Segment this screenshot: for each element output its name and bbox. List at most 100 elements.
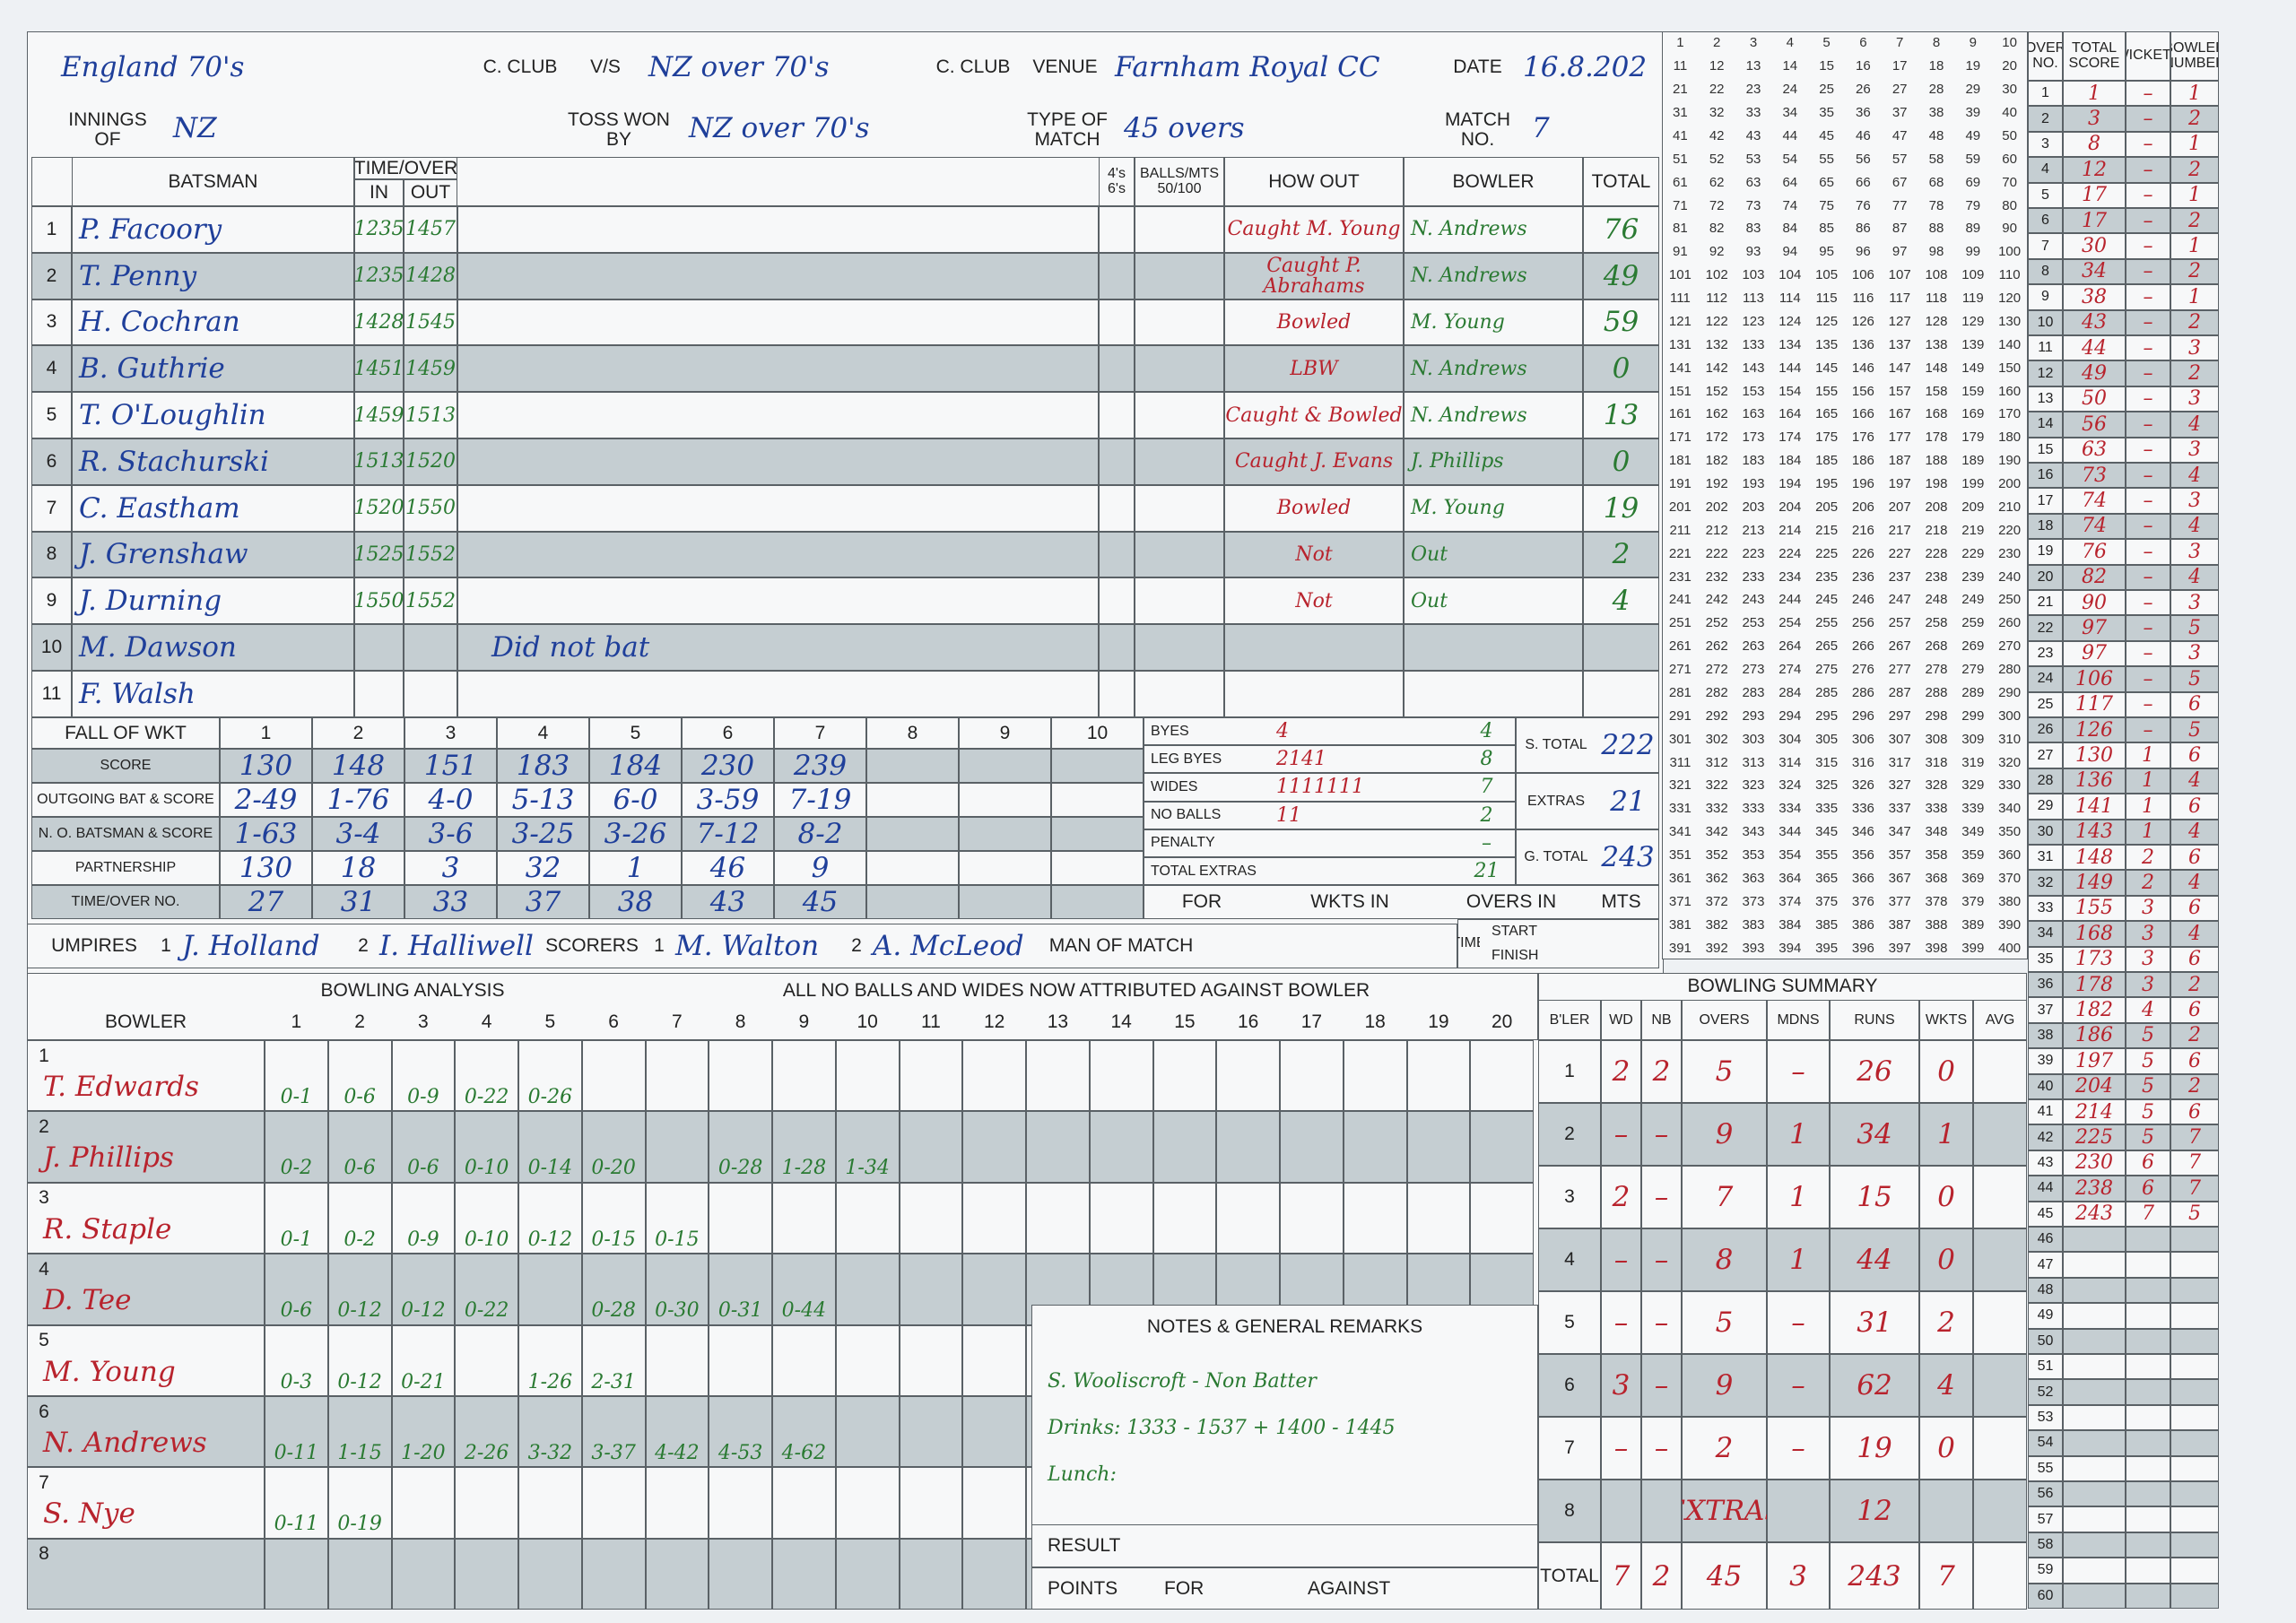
summary-cell: [1767, 1542, 1830, 1610]
tally-number: 161: [1668, 406, 1692, 422]
over-table-bowler: 2: [2188, 1024, 2201, 1047]
over-table-cell: [2028, 615, 2063, 641]
tally-number: 171: [1668, 430, 1692, 446]
fow-value: 1: [626, 852, 645, 884]
tally-number: 245: [1815, 592, 1839, 608]
tally-number: 61: [1673, 174, 1688, 190]
over-figure: 0-6: [344, 1085, 376, 1108]
over-table-bowler: 4: [2188, 515, 2201, 538]
over-cell: [265, 1467, 328, 1539]
tally-number: 311: [1669, 754, 1692, 770]
fow-cell: [866, 851, 959, 885]
tally-number: 250: [1998, 592, 2022, 608]
fow-wicket: 5: [589, 717, 682, 749]
over-table-over: 25: [2037, 696, 2054, 712]
over-table-cell: [2170, 1073, 2219, 1099]
fow-cell: [682, 885, 774, 919]
tally-number: 108: [1925, 267, 1948, 283]
tally-number: 57: [1892, 151, 1908, 167]
summary-cell: [1973, 1480, 2027, 1542]
tally-number: 135: [1815, 336, 1839, 352]
fow-label: SCORE: [31, 749, 220, 783]
over-cell: [645, 1040, 709, 1112]
tally-number: 24: [1782, 82, 1798, 98]
batting-cell: [1099, 531, 1135, 578]
summary-cell: [1767, 1480, 1830, 1542]
fow-cell: [682, 749, 774, 783]
over-cell: [645, 1324, 709, 1396]
over-table-cell: [2126, 81, 2170, 107]
over-table-score: 30: [2082, 235, 2107, 258]
batting-header: BALLS/MTS 50/100: [1135, 157, 1224, 206]
fow-value: 7-19: [788, 784, 852, 816]
summary-mdns: 1: [1789, 1118, 1807, 1150]
umpire1: J. Holland: [182, 930, 320, 962]
over-table-bowler: 3: [2188, 438, 2201, 462]
innings-label: INNINGS OF: [68, 108, 147, 150]
over-table-cell: [2063, 972, 2126, 998]
over-cell: [962, 1467, 1026, 1539]
batsman-number: 8: [46, 543, 57, 565]
tally-number: 318: [1925, 754, 1948, 770]
over-table-over: 45: [2037, 1205, 2054, 1221]
batting-cell: [1099, 392, 1135, 438]
over-cell: [1152, 1182, 1217, 1254]
over-table-score: 149: [2075, 872, 2113, 895]
tally-number: 240: [1998, 568, 2022, 585]
over-table-cell: [2170, 1277, 2219, 1304]
over-figure: 0-15: [655, 1228, 700, 1251]
batting-cell: [457, 531, 1099, 578]
tally-number: 165: [1815, 406, 1839, 422]
over-table-score: 63: [2082, 438, 2107, 462]
tally-number: 374: [1779, 893, 1802, 909]
tally-number: 25: [1819, 82, 1834, 98]
type: 45 overs: [1124, 111, 1245, 144]
over-table-cell: [2170, 870, 2219, 896]
over-figure: 0-1: [280, 1085, 313, 1108]
tally-number: 258: [1925, 615, 1948, 631]
extras-label: TOTAL EXTRAS: [1151, 863, 1257, 879]
extras-footer: MTS: [1601, 891, 1641, 912]
scorers-label: SCORERS: [545, 935, 639, 956]
over-table-cell: [2028, 1481, 2063, 1507]
tally-number: 97: [1892, 244, 1908, 260]
tally-number: 365: [1815, 870, 1839, 886]
over-cell: [1343, 1040, 1407, 1112]
tally-number: 9: [1969, 35, 1977, 51]
over-cell: [518, 1324, 582, 1396]
extras-value: 8: [1480, 748, 1493, 771]
tally-number: 32: [1709, 105, 1725, 121]
over-cell: [1280, 1111, 1344, 1183]
batting-cell: [404, 484, 457, 532]
how-out: Not: [1295, 542, 1333, 566]
summary-cell: [1830, 1291, 1919, 1354]
tally-number: 246: [1851, 592, 1874, 608]
batsman-number: 1: [46, 218, 57, 239]
fow-wicket: 6: [682, 717, 774, 749]
result-row: [1031, 1524, 1538, 1567]
batting-cell: [404, 577, 457, 625]
tally-number: 158: [1925, 383, 1948, 399]
summary-runs: 31: [1857, 1306, 1892, 1339]
over-cell: [962, 1111, 1026, 1183]
over-cell: [581, 1111, 646, 1183]
time-in: 1513: [354, 450, 404, 473]
tally-number: 148: [1925, 360, 1948, 376]
over-table-wkts: 2: [2142, 872, 2154, 895]
batsman-number: 9: [46, 590, 57, 612]
over-table-score: 106: [2075, 667, 2113, 690]
over-table-bowler: 2: [2188, 973, 2201, 996]
summary-mdns: 3: [1789, 1559, 1807, 1593]
tally-number: 166: [1851, 406, 1874, 422]
over-table-cell: [2063, 1506, 2126, 1532]
over-figure: 0-1: [280, 1228, 313, 1251]
over-table-cell: [2126, 946, 2170, 972]
tally-number: 193: [1742, 476, 1765, 492]
over-table-cell: [2028, 1201, 2063, 1227]
over-table-over: 58: [2037, 1536, 2054, 1552]
batting-cell: [457, 252, 1099, 299]
batting-cell: [457, 624, 1099, 671]
tally-number: 381: [1668, 916, 1692, 933]
fow-value: 130: [239, 750, 293, 782]
over-table-over: 34: [2037, 925, 2054, 942]
